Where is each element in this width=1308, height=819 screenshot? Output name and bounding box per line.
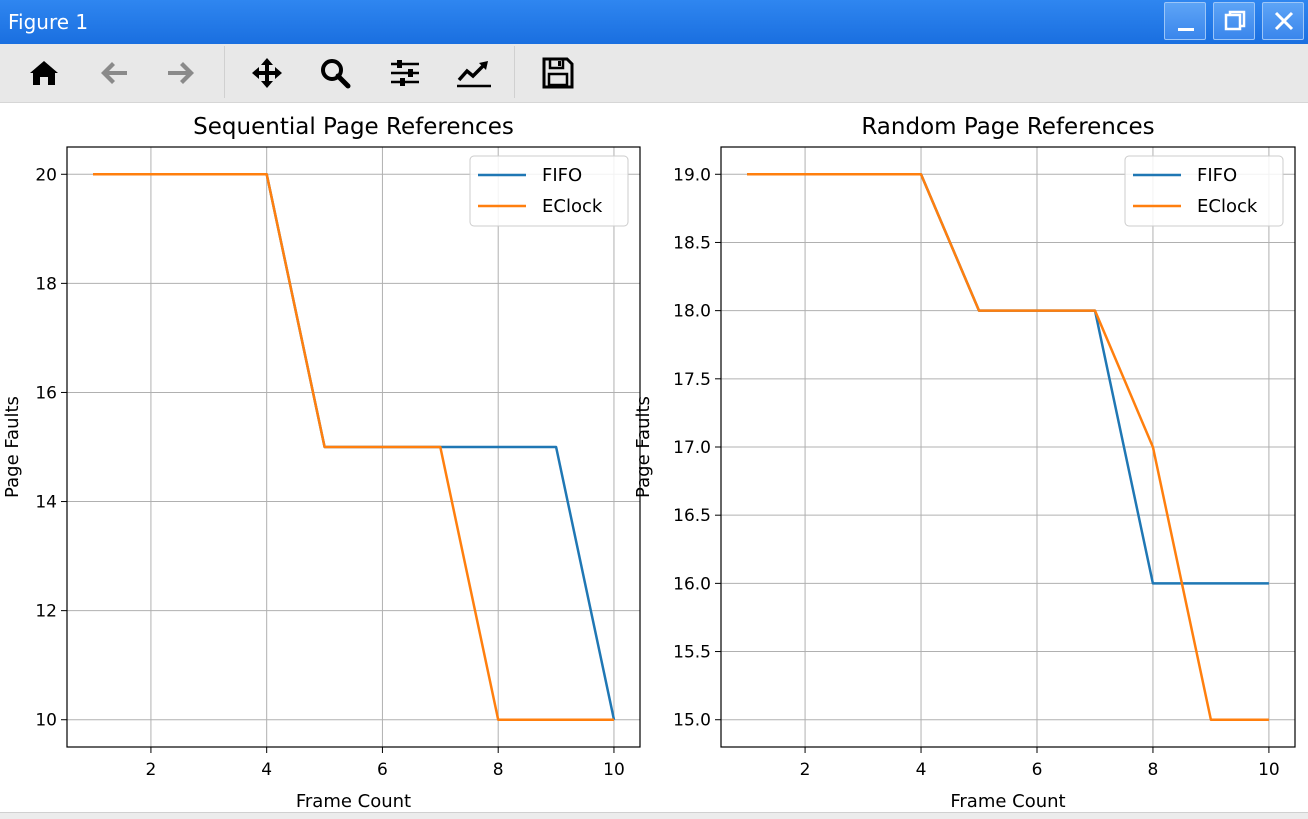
y-tick-label: 18 [35,274,57,294]
x-tick-label: 10 [1258,760,1280,780]
legend-box [1124,155,1284,227]
x-tick-label: 8 [1148,760,1159,780]
close-icon [1274,11,1294,31]
legend-label: EClock [542,196,603,217]
x-tick-label: 4 [916,760,927,780]
chart-title: Sequential Page References [193,114,514,140]
home-button[interactable] [27,56,61,90]
pan-icon [252,58,282,88]
x-tick-label: 6 [377,760,388,780]
maximize-button[interactable] [1213,2,1255,40]
axes-2[interactable]: 2 4 6 8 10 15.0 15.5 16.0 16.5 17.0 17.5 18.0 18.5 19… [633,114,1296,812]
zoom-button[interactable] [318,56,352,90]
legend-label: FIFO [542,165,582,186]
window-titlebar[interactable]: Figure 1 [0,0,1308,44]
legend-box [469,155,629,227]
y-tick-label: 14 [35,493,57,513]
back-button[interactable] [97,56,131,90]
x-tick-label: 4 [261,760,272,780]
toolbar-separator [514,46,515,98]
x-tick-label: 6 [1032,760,1043,780]
configure-subplots-icon [391,60,419,86]
x-axis-label: Frame Count [950,791,1065,812]
y-tick-label: 16 [35,383,57,403]
window-title: Figure 1 [8,10,89,34]
figure-canvas[interactable]: 2 4 6 8 10 10 12 14 16 18 20 Sequential Page Refere… [0,102,1308,812]
y-tick-label: 18.0 [673,302,711,322]
home-icon [30,61,58,85]
pan-button[interactable] [250,56,284,90]
forward-button[interactable] [164,56,198,90]
y-tick-label: 12 [35,602,57,622]
minimize-icon [1178,28,1194,31]
x-tick-label: 8 [493,760,504,780]
legend: FIFO EClock [469,155,629,227]
window-bottom-edge [0,812,1308,819]
series-line-eclock [747,173,1269,721]
legend-label: EClock [1197,196,1258,217]
close-button[interactable] [1262,2,1304,40]
y-tick-label: 16.5 [673,506,711,526]
x-axis-label: Frame Count [296,791,411,812]
navigation-toolbar [0,44,1308,103]
y-tick-label: 18.5 [673,233,711,253]
save-button[interactable] [541,56,575,90]
back-icon [101,62,127,84]
axes-frame [66,146,641,748]
x-tick-label: 10 [603,760,625,780]
forward-icon [168,62,194,84]
minimize-button[interactable] [1164,2,1206,40]
y-tick-label: 10 [35,711,57,731]
legend: FIFO EClock [1124,155,1284,227]
y-axis-label: Page Faults [2,396,23,498]
axes-1[interactable]: 2 4 6 8 10 10 12 14 16 18 20 Sequential Page Refere… [2,114,641,812]
series-line-eclock [93,173,614,721]
edit-axis-button[interactable] [455,56,491,90]
y-axis-label: Page Faults [633,396,654,498]
x-tick-label: 2 [800,760,811,780]
y-tick-label: 20 [35,165,57,185]
y-tick-label: 17.5 [673,370,711,390]
legend-label: FIFO [1197,165,1237,186]
y-tick-label: 15.0 [673,711,711,731]
edit-axis-icon [457,61,491,88]
chart-title: Random Page References [861,114,1154,140]
configure-subplots-button[interactable] [388,56,422,90]
maximize-icon [1224,10,1246,31]
toolbar-separator [224,46,225,98]
y-tick-label: 15.5 [673,643,711,663]
y-tick-label: 19.0 [673,165,711,185]
y-tick-label: 17.0 [673,438,711,458]
y-tick-label: 16.0 [673,574,711,594]
zoom-icon [321,59,351,89]
save-icon [542,57,574,89]
x-tick-label: 2 [146,760,157,780]
